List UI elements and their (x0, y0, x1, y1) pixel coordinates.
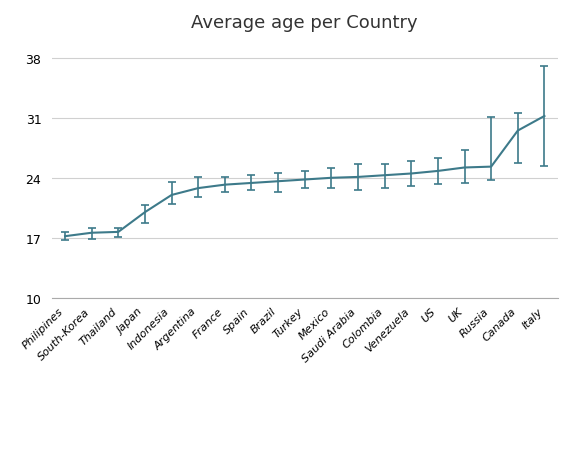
Title: Average age per Country: Average age per Country (191, 13, 418, 32)
